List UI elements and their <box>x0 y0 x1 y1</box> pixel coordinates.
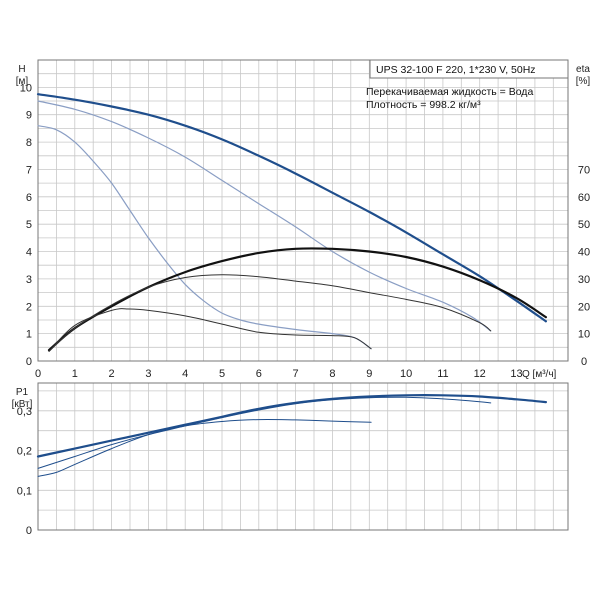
efficiency-curve <box>47 247 547 352</box>
head-curve <box>37 100 492 332</box>
flow-tick-label: 6 <box>256 368 262 380</box>
head-tick-label: 3 <box>26 274 32 286</box>
flow-tick-label: 7 <box>293 368 299 380</box>
efficiency-curve <box>48 308 372 352</box>
head-curve <box>36 93 547 323</box>
head-tick-label: 7 <box>26 165 32 177</box>
flow-tick-label: 13 <box>510 368 522 380</box>
liquid-label: Перекачиваемая жидкость = Вода <box>366 86 533 98</box>
power-axis-label: P1 <box>16 387 29 398</box>
flow-tick-label: 3 <box>145 368 151 380</box>
power-tick-label: 0 <box>26 525 32 537</box>
eta-tick-label: 70 <box>578 165 590 177</box>
head-tick-label: 1 <box>26 329 32 341</box>
power-tick-label: 0,2 <box>17 446 32 458</box>
head-grid <box>38 60 568 361</box>
power-curve <box>37 418 372 477</box>
model-label: UPS 32-100 F 220, 1*230 V, 50Hz <box>376 64 536 76</box>
power-y-ticks: 0 0,1 0,2 0,3 <box>17 406 32 537</box>
head-y-ticks: 0 1 2 3 4 5 6 7 8 9 10 <box>20 82 32 368</box>
flow-tick-label: 4 <box>182 368 188 380</box>
head-tick-label: 9 <box>26 110 32 122</box>
density-label: Плотность = 998.2 кг/м³ <box>366 99 481 111</box>
head-tick-label: 10 <box>20 82 32 94</box>
head-tick-label: 4 <box>26 247 32 259</box>
head-tick-label: 0 <box>26 356 32 368</box>
power-curve <box>36 394 547 458</box>
head-efficiency-series <box>36 93 547 352</box>
power-plot-frame <box>37 382 569 531</box>
flow-tick-label: 2 <box>109 368 115 380</box>
power-grid <box>38 383 568 530</box>
eta-axis-label: eta <box>576 64 590 75</box>
flow-tick-label: 12 <box>474 368 486 380</box>
flow-tick-label: 9 <box>366 368 372 380</box>
head-tick-label: 5 <box>26 219 32 231</box>
head-curve <box>37 125 372 350</box>
flow-tick-label: 8 <box>329 368 335 380</box>
head-axis-label: H <box>18 64 25 75</box>
model-label-box <box>369 59 569 79</box>
flow-tick-label: 1 <box>72 368 78 380</box>
power-tick-label: 0,1 <box>17 485 32 497</box>
eta-tick-label: 10 <box>578 329 590 341</box>
power-series <box>36 394 547 477</box>
head-plot-frame <box>37 59 569 362</box>
eta-axis-unit: [%] <box>576 76 591 87</box>
flow-tick-label: 11 <box>437 368 448 380</box>
eta-tick-label: 0 <box>581 356 587 368</box>
power-tick-label: 0,3 <box>17 406 32 418</box>
eta-tick-label: 20 <box>578 301 590 313</box>
eta-y-ticks: 0 10 20 30 40 50 60 70 <box>578 165 590 369</box>
flow-x-ticks: 0 1 2 3 4 5 6 7 8 9 10 11 12 13 <box>35 368 523 380</box>
efficiency-curve <box>48 274 492 352</box>
eta-tick-label: 50 <box>578 219 590 231</box>
power-panel: 0 0,1 0,2 0,3 P1 [кВт] <box>12 382 569 537</box>
head-tick-label: 6 <box>26 192 32 204</box>
flow-axis-label: Q [м³/ч] <box>522 369 557 380</box>
flow-tick-label: 5 <box>219 368 225 380</box>
flow-tick-label: 0 <box>35 368 41 380</box>
head-tick-label: 8 <box>26 137 32 149</box>
eta-tick-label: 60 <box>578 192 590 204</box>
flow-tick-label: 10 <box>400 368 412 380</box>
power-axis-unit: [кВт] <box>12 399 33 410</box>
power-curve <box>37 396 492 469</box>
eta-tick-label: 30 <box>578 274 590 286</box>
head-tick-label: 2 <box>26 301 32 313</box>
eta-tick-label: 40 <box>578 247 590 259</box>
head-axis-unit: [м] <box>16 76 29 87</box>
